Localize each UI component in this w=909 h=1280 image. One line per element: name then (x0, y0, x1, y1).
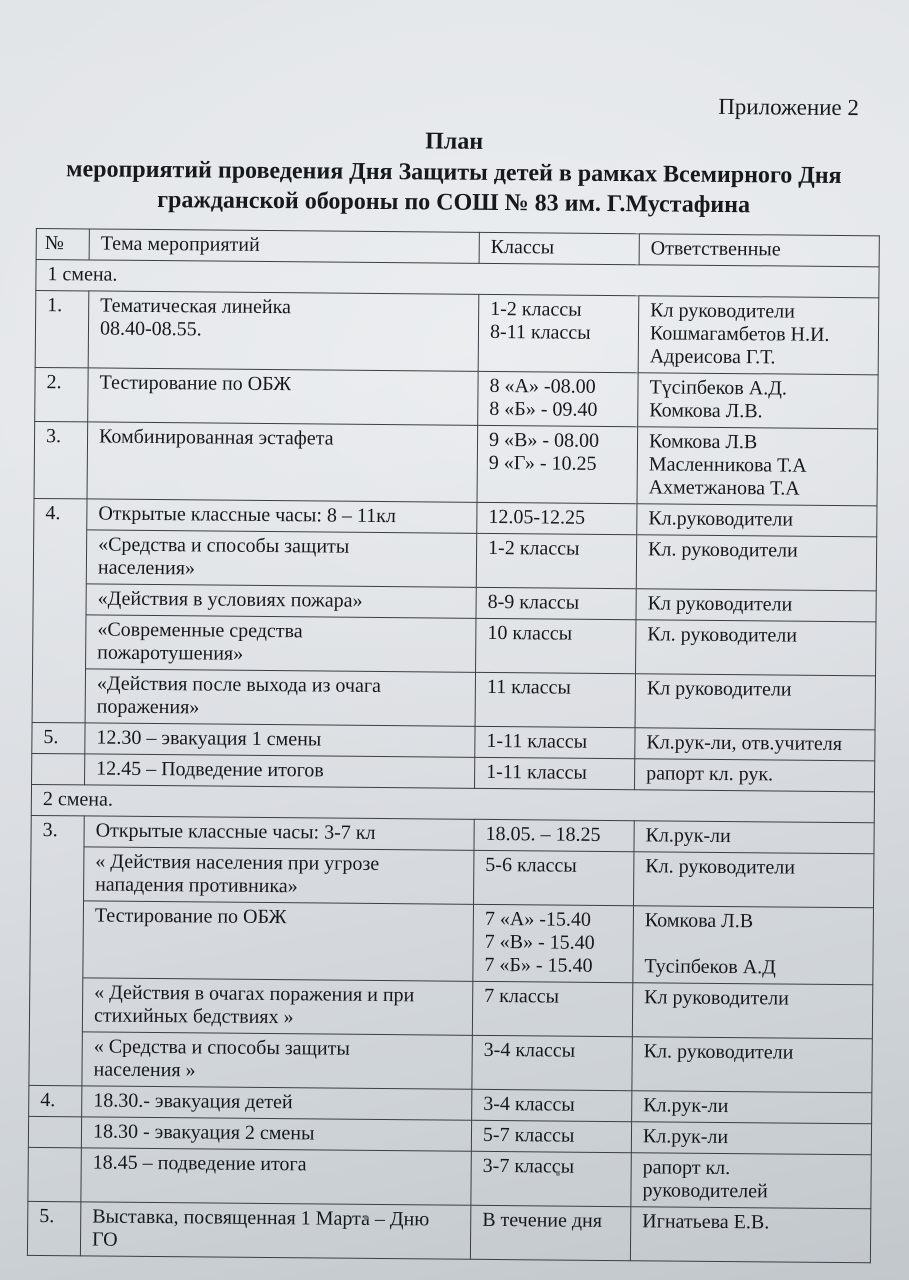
responsible-cell: Түсіпбеков А.Д. Комкова Л.В. (637, 372, 879, 429)
topic-cell: 12.45 – Подведение итогов (84, 753, 475, 789)
responsible-cell: Кл.руководители (636, 503, 877, 537)
topic-cell: Тестирование по ОБЖ (87, 367, 479, 426)
plan-table: № Тема мероприятий Классы Ответственные … (27, 228, 880, 1263)
row-number-cell: 4. (28, 1085, 82, 1117)
topic-cell: « Действия в очагах поражения и при стих… (82, 977, 473, 1036)
row-number-cell: 5. (31, 722, 86, 754)
table-row: « Средства и способы защиты населения » 3… (29, 1031, 873, 1093)
annex-label: Приложение 2 (718, 93, 860, 121)
topic-cell: « Средства и способы защиты населения » (81, 1031, 473, 1090)
topic-cell: Тематическая линейка 08.40-08.55. (88, 290, 479, 372)
responsible-cell: Кл.рук-ли (631, 1121, 872, 1155)
responsible-cell: Кл. руководители (633, 851, 874, 908)
responsible-cell: Игнатьева Е.В. (630, 1206, 871, 1263)
topic-cell: 18.30.- эвакуация детей (81, 1085, 472, 1121)
responsible-cell: Кл. руководители (635, 619, 876, 676)
responsible-cell: Кл. руководители (636, 534, 877, 591)
classes-cell: 3-7 классы (470, 1151, 632, 1207)
topic-cell: « Действия населения при угрозе нападени… (83, 846, 474, 905)
topic-cell: «Средства и способы защиты населения» (86, 529, 477, 588)
responsible-cell: Кл. руководители (631, 1036, 873, 1093)
column-header-responsible: Ответственные (639, 233, 880, 267)
responsible-cell: Кл руководители (635, 588, 877, 622)
row-number-cell: 3. (34, 421, 88, 499)
classes-cell: 8 «А» -08.00 8 «Б» - 09.40 (477, 371, 639, 427)
responsible-cell: рапорт кл. руководителей (630, 1152, 872, 1209)
responsible-cell: Комкова Л.В Масленникова Т.А Ахметжанова… (636, 426, 878, 506)
topic-cell: «Современные средства пожаротушения» (85, 614, 476, 673)
table-row: 5. Выставка, посвященная 1 Марта – Дню ГО… (27, 1201, 871, 1263)
column-header-number: № (36, 228, 90, 260)
table-row: 18.45 – подведение итога 3-7 классы рапорт… (27, 1147, 872, 1209)
table-row: « Действия в очагах поражения и при стих… (29, 977, 873, 1039)
table-row: «Современные средства пожаротушения» 10 к… (33, 614, 876, 676)
photo-speck (364, 1216, 368, 1220)
document-title: План мероприятий проведения Дня Защиты д… (0, 123, 909, 222)
classes-cell: 3-4 классы (471, 1035, 633, 1091)
responsible-cell: Кл руководители (635, 673, 876, 730)
topic-cell: Комбинированная эстафета (87, 421, 478, 503)
row-number-cell: 3. (28, 815, 85, 1086)
classes-cell: 5-7 классы (471, 1120, 632, 1153)
table-row: «Действия после выхода из очага поражени… (32, 668, 876, 730)
responsible-cell: рапорт кл. рук. (634, 758, 875, 792)
classes-cell: 1-11 классы (474, 726, 636, 759)
column-header-classes: Классы (479, 232, 640, 265)
classes-cell: 9 «В» - 08.00 9 «Г» - 10.25 (477, 425, 638, 504)
column-header-topic: Тема мероприятий (89, 228, 480, 264)
topic-cell: Тестирование по ОБЖ (82, 900, 474, 982)
classes-cell: 1-2 классы 8-11 классы (478, 294, 639, 373)
table-row: 1. Тематическая линейка 08.40-08.55. 1-2 к… (35, 290, 879, 375)
topic-cell: «Действия в условиях пожара» (86, 583, 477, 619)
topic-cell: 18.45 – подведение итога (80, 1147, 472, 1206)
classes-cell: 18.05. – 18.25 (473, 819, 635, 852)
row-number-cell (27, 1147, 82, 1202)
classes-cell: В течение дня (470, 1205, 631, 1261)
classes-cell: 12.05-12.25 (476, 502, 637, 535)
table-row: «Средства и способы защиты населения» 1-2… (33, 529, 877, 591)
table-row: 3. Комбинированная эстафета 9 «В» - 08.00 … (34, 421, 878, 506)
row-number-cell: 4. (32, 498, 88, 723)
classes-cell: 1-11 классы (474, 757, 635, 790)
table-row: Тестирование по ОБЖ 7 «А» -15.40 7 «В» - … (30, 900, 874, 985)
table-row: « Действия населения при угрозе нападени… (31, 846, 874, 908)
row-number-cell: 1. (35, 290, 89, 368)
table-row: 2. Тестирование по ОБЖ 8 «А» -08.00 8 «Б» … (34, 367, 879, 429)
classes-cell: 7 «А» -15.40 7 «В» - 15.40 7 «Б» - 15.40 (472, 904, 634, 983)
classes-cell: 1-2 классы (476, 533, 637, 589)
responsible-cell: Кл руководители Кошмагамбетов Н.И. Адреи… (638, 295, 879, 375)
responsible-cell: Комкова Л.В Тусіпбеков А.Д (632, 905, 874, 985)
topic-cell: Выставка, посвященная 1 Марта – Дню ГО (80, 1201, 471, 1260)
responsible-cell: Кл.рук-ли (633, 820, 875, 854)
topic-cell: Открытые классные часы: 8 – 11кл (86, 498, 478, 534)
row-number-cell (28, 1116, 82, 1148)
topic-cell: «Действия после выхода из очага поражени… (85, 668, 476, 727)
classes-cell: 7 классы (472, 981, 633, 1037)
classes-cell: 5-6 классы (473, 850, 634, 906)
responsible-cell: Кл руководители (632, 982, 873, 1039)
topic-cell: Открытые классные часы: 3-7 кл (83, 815, 475, 851)
topic-cell: 12.30 – эвакуация 1 смены (84, 722, 476, 758)
responsible-cell: Кл.рук-ли (631, 1090, 872, 1124)
row-number-cell: 5. (27, 1201, 81, 1256)
row-number-cell: 2. (34, 367, 89, 422)
classes-cell: 8-9 классы (475, 587, 637, 620)
row-number-cell (31, 753, 85, 785)
classes-cell: 3-4 классы (471, 1089, 632, 1122)
topic-cell: 18.30 - эвакуация 2 смены (81, 1116, 472, 1152)
photo-speck (556, 1172, 560, 1176)
classes-cell: 10 классы (475, 618, 636, 674)
classes-cell: 11 классы (475, 672, 636, 728)
responsible-cell: Кл.рук-ли, отв.учителя (634, 727, 876, 761)
